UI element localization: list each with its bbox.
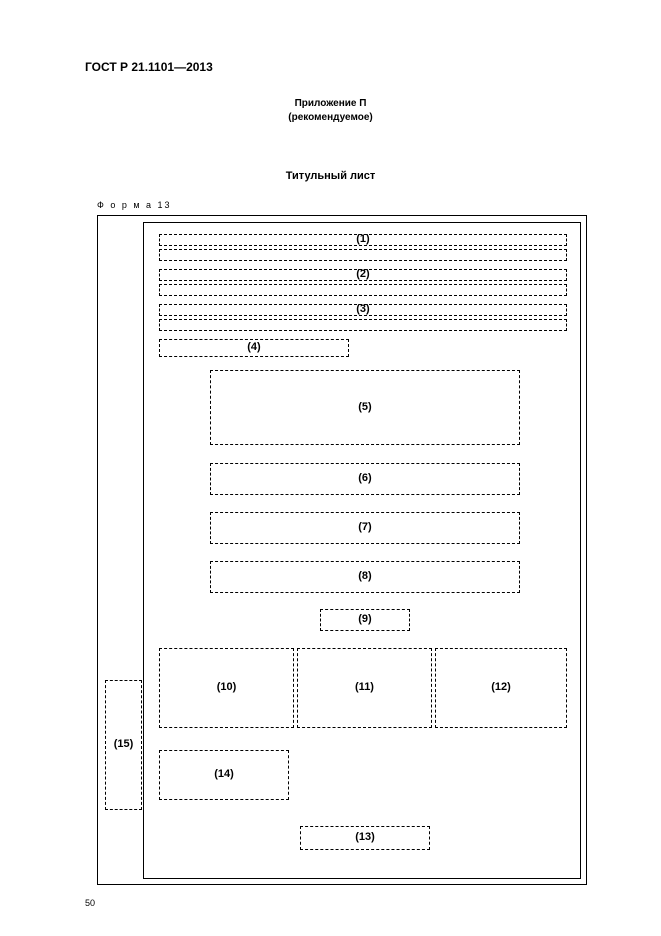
standard-code: ГОСТ Р 21.1101—2013 bbox=[85, 60, 213, 74]
field-label-3: (3) bbox=[343, 303, 383, 315]
field-label-4: (4) bbox=[234, 341, 274, 353]
field-label-9: (9) bbox=[345, 613, 385, 625]
field-label-14: (14) bbox=[204, 768, 244, 780]
field-label-10: (10) bbox=[207, 681, 247, 693]
field-label-6: (6) bbox=[345, 472, 385, 484]
field-label-2: (2) bbox=[343, 268, 383, 280]
field-label-15: (15) bbox=[104, 738, 144, 750]
field-label-12: (12) bbox=[481, 681, 521, 693]
appendix-label: Приложение П bbox=[0, 98, 661, 109]
field-label-13: (13) bbox=[345, 831, 385, 843]
field-2b bbox=[159, 284, 567, 296]
field-1b bbox=[159, 249, 567, 261]
field-3b bbox=[159, 319, 567, 331]
page: ГОСТ Р 21.1101—2013 Приложение П (рекоме… bbox=[0, 0, 661, 936]
appendix-note: (рекомендуемое) bbox=[0, 112, 661, 123]
field-label-1: (1) bbox=[343, 233, 383, 245]
field-label-7: (7) bbox=[345, 521, 385, 533]
form-label: Ф о р м а 13 bbox=[97, 200, 172, 210]
field-label-5: (5) bbox=[345, 401, 385, 413]
field-label-8: (8) bbox=[345, 570, 385, 582]
page-number: 50 bbox=[85, 898, 95, 908]
field-label-11: (11) bbox=[345, 681, 385, 693]
section-title: Титульный лист bbox=[0, 170, 661, 182]
